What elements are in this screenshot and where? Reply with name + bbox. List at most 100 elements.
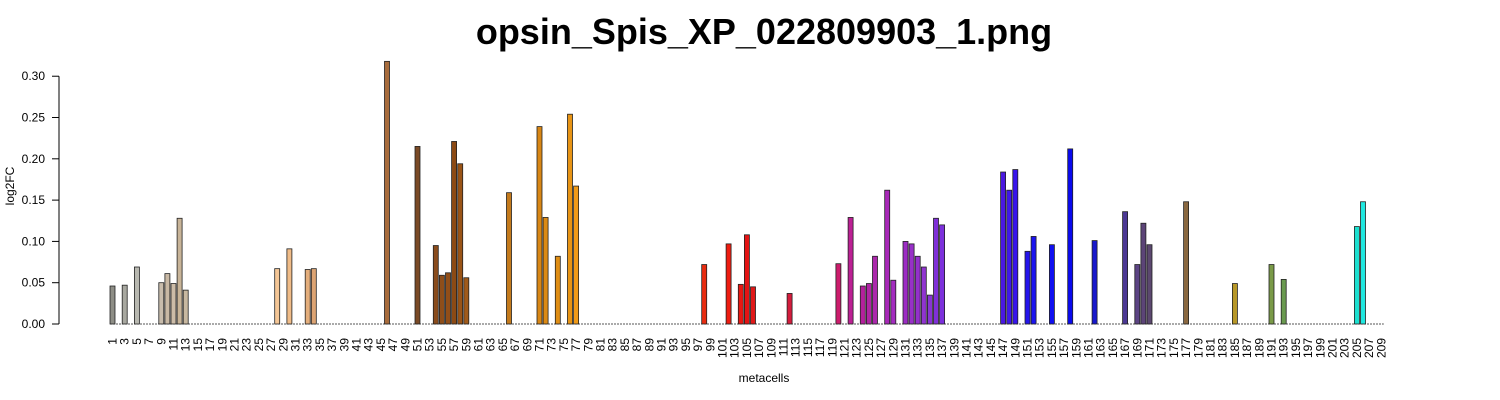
x-tick-label: 67 <box>508 338 522 352</box>
x-tick-label: 65 <box>496 338 510 352</box>
x-tick-label: 193 <box>1277 338 1291 358</box>
x-tick-label: 25 <box>252 338 266 352</box>
x-tick-label: 71 <box>533 338 547 352</box>
x-tick-label: 105 <box>740 338 754 358</box>
x-tick-label: 143 <box>972 338 986 358</box>
bar-metacell-1 <box>109 285 116 325</box>
bar-metacell-148 <box>1006 189 1013 325</box>
bar-metacell-126 <box>872 255 878 325</box>
y-tick-label: 0.15 <box>22 193 46 207</box>
x-tick-label: 89 <box>642 338 656 352</box>
x-tick-label: 141 <box>960 338 974 358</box>
bar-metacell-28 <box>274 268 281 325</box>
bar-metacell-129 <box>890 279 897 325</box>
x-tick-label: 77 <box>569 338 583 352</box>
x-tick-label: 41 <box>350 338 364 352</box>
bar-metacell-162 <box>1091 240 1098 325</box>
x-tick-label: 153 <box>1033 338 1047 358</box>
bar-metacell-149 <box>1012 169 1019 325</box>
x-tick-label: 45 <box>374 338 388 352</box>
bar-metacell-105 <box>744 234 750 325</box>
x-tick-label: 159 <box>1069 338 1083 358</box>
x-tick-label: 49 <box>398 338 412 352</box>
x-tick-label: 119 <box>825 338 839 357</box>
bar-metacell-191 <box>1268 264 1275 325</box>
x-tick-label: 1 <box>106 338 120 345</box>
bar-metacell-9 <box>158 282 165 325</box>
x-tick-label: 63 <box>484 338 498 352</box>
y-tick-label: 0.20 <box>22 152 46 166</box>
y-tick-label: 0.00 <box>22 317 46 331</box>
bar-metacell-112 <box>786 293 793 325</box>
x-tick-label: 43 <box>362 338 376 352</box>
bar-metacell-102 <box>725 243 732 325</box>
bar-metacell-54 <box>432 245 439 325</box>
x-tick-label: 29 <box>276 338 290 352</box>
bar-metacell-131 <box>902 241 909 325</box>
bar-metacell-34 <box>310 268 317 325</box>
x-tick-label: 31 <box>289 338 303 352</box>
x-tick-label: 33 <box>301 338 315 352</box>
bar-metacell-98 <box>701 264 708 325</box>
x-tick-label: 85 <box>618 338 632 352</box>
x-tick-label: 7 <box>142 338 156 345</box>
x-tick-label: 167 <box>1118 338 1132 358</box>
x-tick-label: 5 <box>130 338 144 345</box>
x-tick-label: 157 <box>1057 338 1071 358</box>
bar-metacell-177 <box>1183 201 1189 325</box>
bar-metacell-11 <box>170 283 177 325</box>
x-tick-label: 117 <box>813 338 827 357</box>
bar-metacell-10 <box>164 273 171 325</box>
bar-metacell-66 <box>506 192 512 325</box>
x-tick-label: 175 <box>1167 338 1181 358</box>
x-tick-label: 113 <box>789 338 803 357</box>
bar-metacell-151 <box>1024 250 1031 325</box>
x-tick-label: 99 <box>703 338 717 352</box>
x-tick-label: 107 <box>752 338 766 358</box>
x-tick-label: 199 <box>1313 338 1327 358</box>
x-tick-label: 103 <box>728 338 742 358</box>
x-tick-label: 207 <box>1362 338 1376 358</box>
bar-metacell-132 <box>908 243 915 325</box>
x-tick-label: 11 <box>167 338 181 351</box>
bar-metacell-3 <box>121 284 128 325</box>
bar-metacell-5 <box>133 266 140 325</box>
x-tick-label: 139 <box>947 338 961 358</box>
x-tick-label: 203 <box>1338 338 1352 358</box>
bar-metacell-77 <box>573 185 579 325</box>
bar-metacell-169 <box>1134 264 1141 325</box>
bar-metacell-152 <box>1030 236 1037 325</box>
x-tick-label: 83 <box>606 338 620 352</box>
x-tick-label: 121 <box>838 338 852 358</box>
bar-metacell-135 <box>927 294 933 325</box>
bar-metacell-104 <box>737 283 744 325</box>
x-tick-label: 177 <box>1179 338 1193 358</box>
x-tick-label: 127 <box>874 338 888 358</box>
x-tick-label: 189 <box>1252 338 1266 358</box>
x-tick-label: 185 <box>1228 338 1242 358</box>
x-tick-label: 181 <box>1204 338 1218 358</box>
x-tick-label: 81 <box>594 338 608 352</box>
x-tick-label: 15 <box>191 338 205 352</box>
x-tick-label: 37 <box>325 338 339 352</box>
bar-metacell-51 <box>414 146 421 325</box>
x-tick-label: 55 <box>435 338 449 352</box>
bar-metacell-155 <box>1049 244 1055 325</box>
x-tick-label: 95 <box>679 338 693 352</box>
bars <box>109 60 1366 325</box>
bar-metacell-125 <box>866 283 872 325</box>
x-tick-label: 115 <box>801 338 815 357</box>
bar-metacell-30 <box>286 248 293 325</box>
x-tick-label: 155 <box>1045 338 1059 358</box>
x-tick-label: 97 <box>691 338 705 352</box>
bar-metacell-158 <box>1067 148 1074 325</box>
x-tick-label: 209 <box>1374 338 1388 358</box>
x-tick-label: 101 <box>716 338 730 358</box>
x-tick-label: 179 <box>1191 338 1205 358</box>
x-tick-label: 161 <box>1082 338 1096 358</box>
y-tick-label: 0.10 <box>22 234 46 248</box>
x-tick-label: 133 <box>911 338 925 358</box>
x-tick-label: 125 <box>862 338 876 358</box>
bar-metacell-72 <box>542 217 549 325</box>
x-tick-label: 9 <box>154 338 168 345</box>
